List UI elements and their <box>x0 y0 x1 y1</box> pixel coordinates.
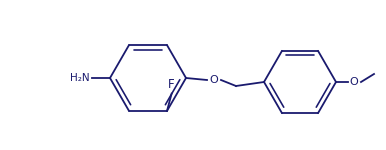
Text: F: F <box>168 78 175 90</box>
Text: O: O <box>210 75 218 85</box>
Text: H₂N: H₂N <box>70 73 90 83</box>
Text: O: O <box>350 77 358 87</box>
